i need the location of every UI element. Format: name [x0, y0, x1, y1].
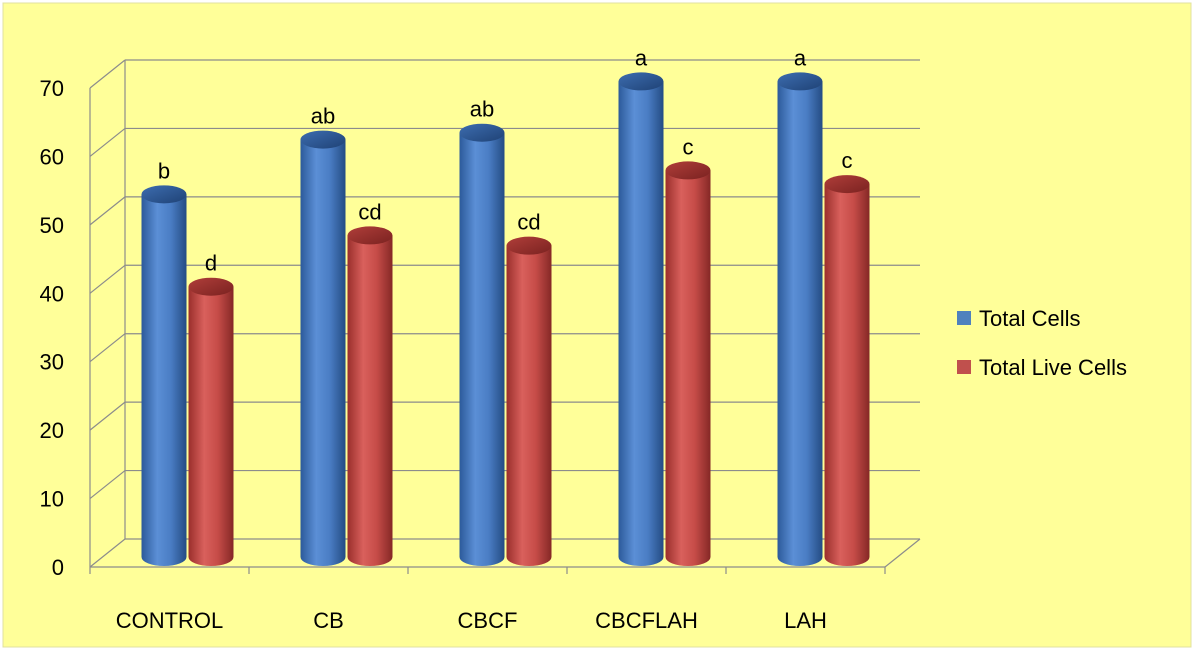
data-labels: b d ab cd ab cd a c a c — [158, 45, 853, 275]
y-tick-label: 70 — [40, 76, 64, 101]
legend-swatch — [957, 311, 971, 325]
bar-total-live-cells-control — [188, 277, 234, 566]
bar-total-live-cells-cbcflah — [665, 161, 711, 566]
bars — [141, 72, 870, 567]
x-tick-label: CB — [313, 608, 344, 633]
y-tick-label: 0 — [52, 555, 64, 580]
legend-label: Total Cells — [979, 306, 1080, 331]
legend-label: Total Live Cells — [979, 355, 1127, 380]
data-label: cd — [517, 210, 540, 235]
gridline-depth — [89, 59, 126, 89]
y-tick-label: 50 — [40, 213, 64, 238]
x-tick-label: CONTROL — [116, 608, 224, 633]
data-label: a — [794, 45, 807, 70]
gridline-depth — [89, 196, 126, 226]
bar-top — [141, 185, 187, 204]
gridline-depth — [89, 401, 126, 431]
bar-body — [824, 184, 870, 567]
bar-top — [300, 130, 346, 149]
data-label: ab — [470, 97, 494, 122]
bar-total-cells-cbcf — [459, 123, 505, 566]
bar-body — [347, 235, 393, 566]
data-label: c — [842, 148, 853, 173]
y-tick-label: 60 — [40, 144, 64, 169]
y-tick-labels: 0 10 20 30 40 50 60 70 — [40, 76, 64, 580]
bar-total-live-cells-cbcf — [506, 236, 552, 566]
data-label: cd — [358, 199, 381, 224]
gridline-depth — [89, 538, 126, 568]
x-tick-label: LAH — [784, 608, 827, 633]
bar-total-live-cells-cb — [347, 226, 393, 566]
axes — [89, 60, 921, 574]
bar-top — [459, 123, 505, 142]
legend-swatch — [957, 360, 971, 374]
data-label: ab — [311, 104, 335, 129]
bar-body — [300, 139, 346, 567]
bar-top — [777, 72, 823, 91]
bar-body — [506, 245, 552, 566]
gridline-depth — [89, 264, 126, 294]
bar-body — [777, 81, 823, 567]
bar-total-live-cells-lah — [824, 175, 870, 567]
y-tick-label: 40 — [40, 281, 64, 306]
bar-total-cells-cbcflah — [618, 72, 664, 567]
gridline-depth — [89, 127, 126, 157]
bar-top — [618, 72, 664, 91]
data-label: a — [635, 45, 648, 70]
x-tick-label: CBCF — [458, 608, 518, 633]
bar-total-cells-cb — [300, 130, 346, 567]
legend: Total Cells Total Live Cells — [957, 306, 1127, 380]
gridline-depth — [89, 333, 126, 363]
bar-body — [459, 132, 505, 566]
y-tick-label: 20 — [40, 418, 64, 443]
data-label: d — [205, 251, 217, 276]
bar-body — [665, 170, 711, 566]
bar-total-cells-lah — [777, 72, 823, 567]
x-tick-label: CBCFLAH — [595, 608, 698, 633]
y-tick-label: 30 — [40, 350, 64, 375]
bar-top — [665, 161, 711, 180]
y-tick-label: 10 — [40, 487, 64, 512]
bar-top — [188, 277, 234, 296]
x-tick-labels: CONTROL CB CBCF CBCFLAH LAH — [116, 608, 827, 633]
bar-top — [824, 175, 870, 194]
bar-total-cells-control — [141, 185, 187, 567]
floor-edge — [884, 538, 921, 568]
bar-top — [506, 236, 552, 255]
bar-body — [141, 194, 187, 567]
bar-top — [347, 226, 393, 245]
data-label: c — [683, 134, 694, 159]
data-label: b — [158, 158, 170, 183]
bar-body — [618, 81, 664, 567]
bar-body — [188, 286, 234, 566]
gridline-depth — [89, 470, 126, 500]
